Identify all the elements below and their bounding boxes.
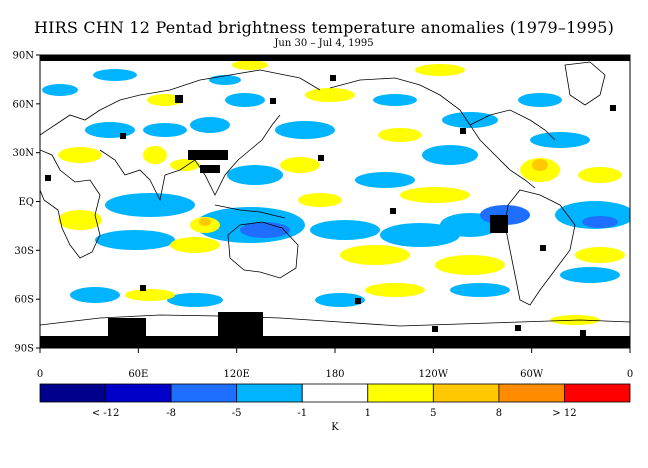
colorbar-tick-label: > 12 <box>552 408 576 419</box>
colorbar-swatch <box>105 383 172 403</box>
missing-data-mask <box>40 55 630 348</box>
colorbar-swatch <box>498 383 565 403</box>
colorbar-swatch <box>367 383 434 403</box>
lon-tick-label: 60E <box>128 369 148 380</box>
colorbar: < -12 -8 -5 -1 1 5 8 > 12 <box>39 383 631 419</box>
lon-tick-label: 0 <box>627 369 633 380</box>
colorbar-tick-label: -8 <box>166 408 176 419</box>
colorbar-swatch <box>564 383 631 403</box>
lon-tick-label: 180 <box>325 369 344 380</box>
colorbar-tick-label: 8 <box>496 408 502 419</box>
colorbar-tick-label: -5 <box>232 408 242 419</box>
map-title: HIRS CHN 12 Pentad brightness temperatur… <box>33 18 615 37</box>
lat-tick-label: 90S <box>14 344 34 355</box>
colorbar-tick-label: 5 <box>430 408 436 419</box>
coastlines <box>40 61 630 327</box>
colorbar-swatch <box>301 383 369 403</box>
lon-tick-label: 0 <box>37 369 43 380</box>
longitude-axis: 0 60E 120E 180 120W 60W 0 <box>37 348 633 380</box>
lat-tick-label: EQ <box>19 197 35 208</box>
lat-tick-label: 90N <box>13 51 35 62</box>
colorbar-swatch <box>39 383 106 403</box>
anomaly-field <box>42 60 630 325</box>
colorbar-tick-label: < -12 <box>92 408 120 419</box>
colorbar-unit: K <box>331 422 339 433</box>
colorbar-tick-label: 1 <box>365 408 371 419</box>
colorbar-swatch <box>170 383 238 403</box>
lat-tick-label: 60S <box>14 295 34 306</box>
lat-tick-label: 30N <box>13 148 35 159</box>
lon-tick-label: 120E <box>223 369 249 380</box>
lon-tick-label: 120W <box>419 369 449 380</box>
latitude-axis: 90N 60N 30N EQ 30S 60S 90S <box>13 51 40 355</box>
lat-tick-label: 30S <box>14 246 34 257</box>
colorbar-swatch <box>236 383 303 403</box>
lon-tick-label: 60W <box>520 369 544 380</box>
lat-tick-label: 60N <box>13 99 35 110</box>
colorbar-tick-label: -1 <box>297 408 307 419</box>
colorbar-swatch <box>432 383 500 403</box>
map-subtitle: Jun 30 – Jul 4, 1995 <box>274 38 374 49</box>
